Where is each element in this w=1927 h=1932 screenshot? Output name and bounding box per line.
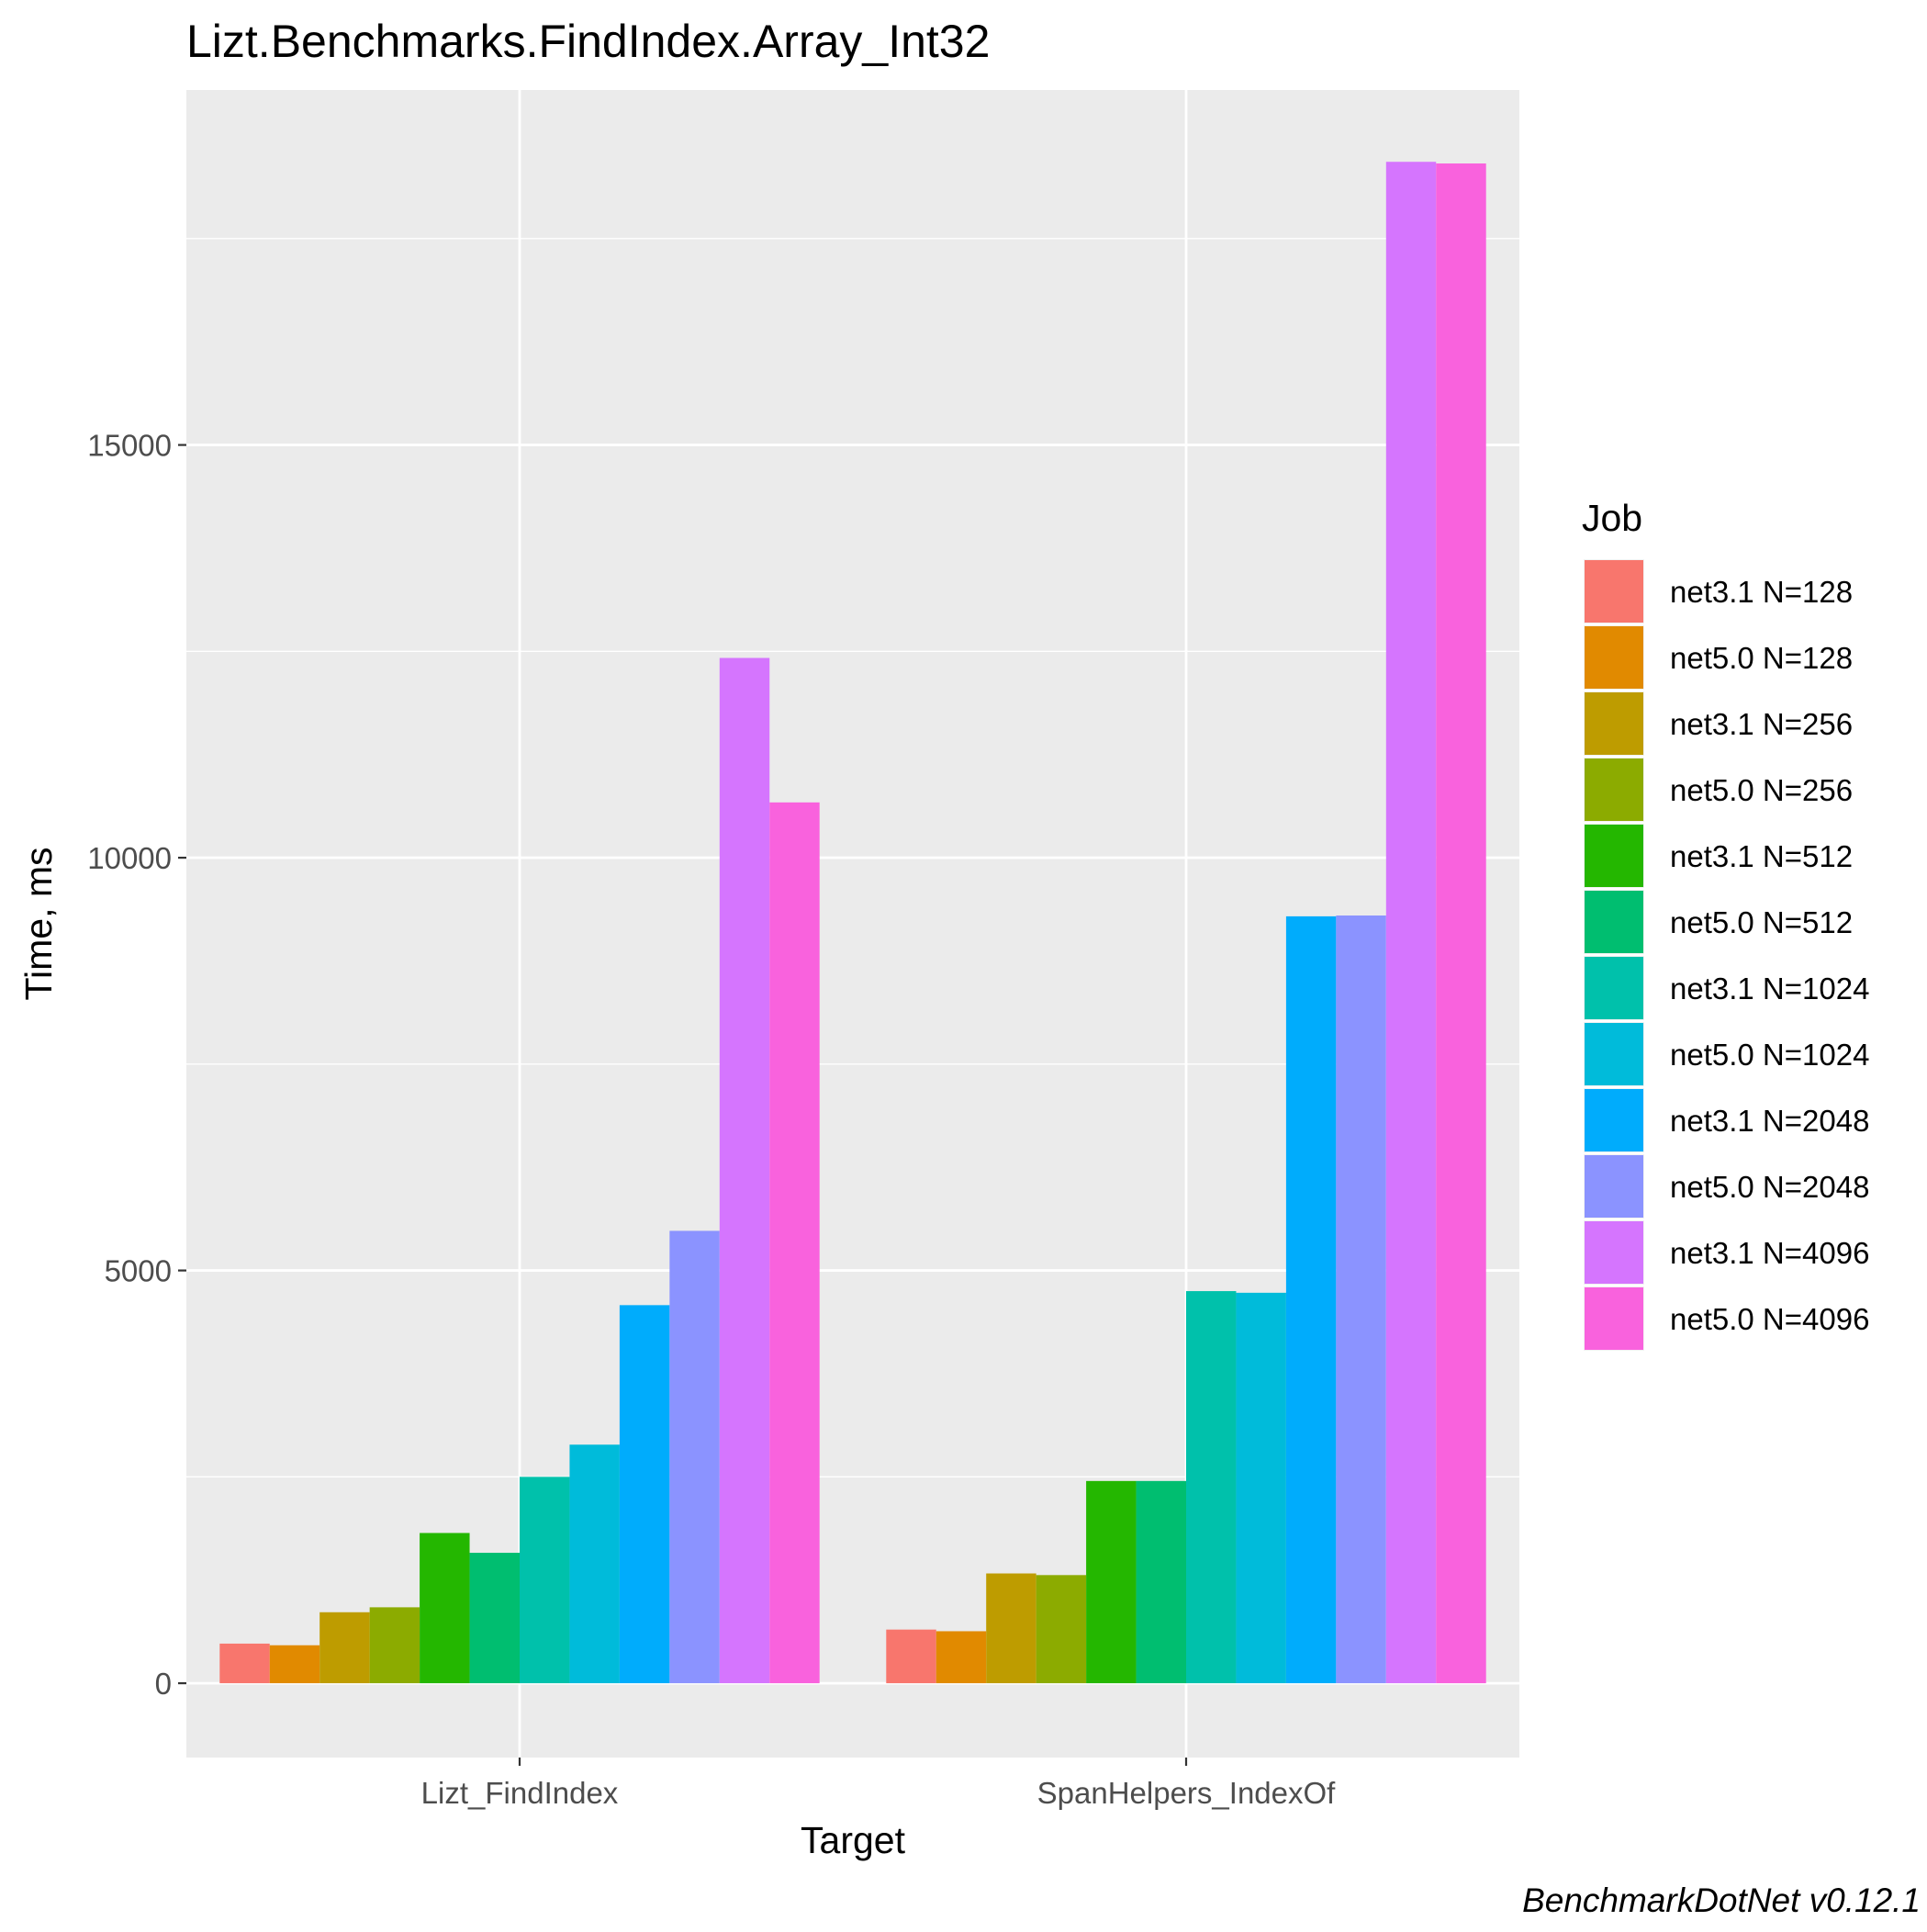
bar (1385, 162, 1437, 1684)
bar (886, 1629, 936, 1684)
legend-label: net5.0 N=2048 (1670, 1170, 1869, 1204)
legend-label: net5.0 N=128 (1670, 641, 1853, 675)
y-axis-title: Time, ms (17, 847, 60, 1000)
legend: net3.1 N=128 net5.0 N=128 net3.1 N=256 net5… (1582, 557, 1869, 1353)
legend-label: net5.0 N=256 (1670, 773, 1853, 807)
bar (269, 1645, 320, 1684)
axes: 0 5000 10000 15000 Lizt_FindIndex SpanHelpers… (87, 429, 1336, 1810)
bar (1436, 163, 1486, 1684)
legend-key (1585, 758, 1643, 821)
bar (986, 1573, 1036, 1684)
bar (1086, 1480, 1137, 1684)
legend-key (1585, 1287, 1643, 1350)
y-tick-label: 0 (155, 1667, 172, 1701)
bar (469, 1553, 520, 1684)
y-tick-label: 5000 (105, 1254, 172, 1288)
legend-label: net3.1 N=2048 (1670, 1104, 1869, 1138)
bar (669, 1230, 720, 1684)
bar (1285, 915, 1337, 1684)
legend-key (1585, 1089, 1643, 1151)
legend-label: net5.0 N=4096 (1670, 1302, 1869, 1336)
legend-key (1585, 1023, 1643, 1085)
x-tick-label: Lizt_FindIndex (421, 1776, 619, 1810)
bars (219, 162, 1486, 1684)
legend-label: net3.1 N=512 (1670, 839, 1853, 873)
bar (769, 802, 820, 1684)
legend-title: Job (1582, 497, 1642, 539)
bar (520, 1477, 570, 1684)
bar (935, 1631, 987, 1684)
chart-title: Lizt.Benchmarks.FindIndex.Array_Int32 (186, 16, 990, 67)
bar (619, 1305, 670, 1684)
legend-key (1585, 692, 1643, 755)
legend-key (1585, 957, 1643, 1019)
legend-key (1585, 891, 1643, 953)
bar (219, 1643, 270, 1684)
legend-label: net5.0 N=512 (1670, 905, 1853, 939)
x-tick-label: SpanHelpers_IndexOf (1037, 1776, 1337, 1810)
legend-key (1585, 1155, 1643, 1218)
bar (1186, 1291, 1237, 1684)
bar (369, 1607, 420, 1684)
bar (319, 1612, 370, 1684)
y-tick-label: 10000 (87, 841, 172, 875)
bar (1236, 1292, 1286, 1684)
caption: BenchmarkDotNet v0.12.1 (1522, 1881, 1921, 1919)
legend-label: net5.0 N=1024 (1670, 1038, 1869, 1072)
bar (719, 657, 770, 1684)
legend-key (1585, 560, 1643, 623)
bar (1036, 1575, 1087, 1684)
bar (1336, 915, 1386, 1684)
bar (569, 1444, 620, 1684)
bar (420, 1533, 470, 1684)
y-tick-label: 15000 (87, 429, 172, 463)
legend-key (1585, 1221, 1643, 1284)
x-axis-title: Target (801, 1819, 906, 1861)
legend-label: net3.1 N=256 (1670, 707, 1853, 741)
legend-key (1585, 626, 1643, 689)
bar (1136, 1480, 1186, 1684)
legend-key (1585, 825, 1643, 887)
legend-label: net3.1 N=1024 (1670, 972, 1869, 1005)
legend-label: net3.1 N=4096 (1670, 1236, 1869, 1270)
legend-label: net3.1 N=128 (1670, 575, 1853, 609)
